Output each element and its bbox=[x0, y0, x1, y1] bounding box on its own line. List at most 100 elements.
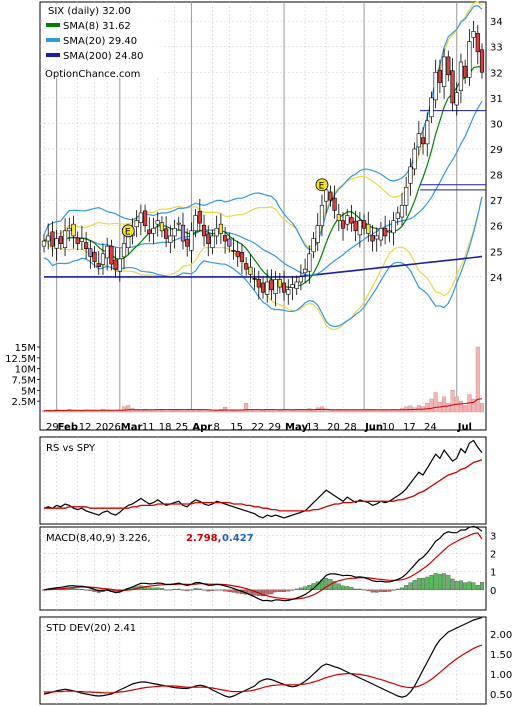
candle-body bbox=[399, 204, 405, 218]
candle-body bbox=[336, 214, 341, 221]
volume-bar bbox=[387, 410, 392, 413]
volume-y-tick: 2.5M bbox=[11, 397, 36, 408]
candle-body bbox=[176, 222, 181, 225]
macd-histogram-bar bbox=[458, 580, 463, 591]
candle-body bbox=[235, 250, 240, 257]
candle-body bbox=[206, 233, 211, 244]
candle-body bbox=[357, 220, 362, 236]
legend-entry: SIX (daily) 32.00 bbox=[48, 6, 131, 17]
macd-histogram-bar bbox=[286, 589, 291, 592]
x-tick-label: Jul bbox=[457, 422, 472, 433]
earnings-marker-label: E bbox=[319, 181, 325, 191]
x-tick-label: 11 bbox=[142, 422, 155, 433]
macd-histogram-bar bbox=[387, 589, 392, 592]
macd-histogram-bar bbox=[471, 582, 476, 591]
macd-histogram-bar bbox=[349, 587, 354, 591]
volume-bar bbox=[122, 406, 127, 413]
volume-bar bbox=[374, 410, 379, 413]
price-y-tick: 29 bbox=[490, 145, 503, 156]
x-tick-label: Apr bbox=[192, 422, 212, 433]
macd-histogram-bar bbox=[475, 584, 480, 591]
x-tick-label: 29 bbox=[268, 422, 281, 433]
candle-body bbox=[185, 238, 190, 247]
candle-body bbox=[454, 92, 459, 106]
volume-bar bbox=[353, 410, 358, 413]
rs-line bbox=[43, 439, 483, 519]
candle-body bbox=[138, 212, 143, 223]
candle-body bbox=[50, 231, 55, 247]
macd-histogram-bar bbox=[450, 578, 455, 591]
candle-body bbox=[214, 227, 219, 237]
macd-histogram-bar bbox=[336, 583, 341, 591]
volume-bar bbox=[256, 410, 261, 413]
candle-body bbox=[269, 279, 274, 290]
earnings-marker-label: E bbox=[125, 227, 131, 237]
macd-histogram-bar bbox=[189, 589, 194, 591]
volume-bar bbox=[197, 410, 202, 413]
candle-body bbox=[378, 227, 384, 241]
stddev-y-tick: 2.00 bbox=[490, 630, 512, 641]
x-tick-label: 20 bbox=[327, 422, 340, 433]
volume-bar bbox=[277, 410, 282, 413]
candle-body bbox=[420, 137, 426, 145]
volume-bar bbox=[214, 410, 219, 413]
macd-histogram-bar bbox=[480, 581, 484, 591]
macd-histogram-bar bbox=[400, 587, 404, 591]
macd-histogram-bar bbox=[425, 576, 430, 591]
candle-body bbox=[404, 187, 409, 206]
macd-histogram-bar bbox=[362, 589, 367, 591]
macd-histogram-bar bbox=[202, 589, 206, 591]
macd-histogram-bar bbox=[277, 589, 282, 592]
candle-body bbox=[231, 249, 236, 252]
macd-histogram-bar bbox=[218, 589, 223, 591]
candle-body bbox=[100, 253, 106, 265]
volume-bar bbox=[202, 410, 207, 413]
macd-histogram-bar bbox=[467, 581, 472, 591]
macd-label: 2.798, bbox=[186, 533, 221, 544]
candle-body bbox=[307, 253, 312, 272]
legend-entry: SMA(200) 24.80 bbox=[63, 51, 144, 62]
candle-body bbox=[189, 230, 194, 251]
macd-y-tick: 3 bbox=[490, 531, 496, 542]
candle-body bbox=[353, 220, 358, 232]
candle-body bbox=[109, 245, 114, 265]
candle-body bbox=[433, 71, 438, 101]
macd-histogram-bar bbox=[374, 589, 379, 593]
macd-histogram-bar bbox=[463, 582, 468, 591]
macd-line bbox=[43, 525, 483, 602]
macd-histogram-bar bbox=[197, 588, 202, 591]
x-tick-label: 8 bbox=[213, 422, 219, 433]
volume-bar bbox=[143, 410, 148, 413]
x-tick-label: 12 bbox=[79, 422, 92, 433]
macd-histogram-bar bbox=[378, 589, 383, 592]
x-tick-label: 29 bbox=[46, 422, 59, 433]
candle-body bbox=[319, 204, 325, 227]
macd-histogram-bar bbox=[353, 588, 358, 591]
price-panel: 24 25 26 27 28 29 30 31 32 33 34 E E 2.5M5M7.5M10M12.… bbox=[5, 1, 503, 433]
macd-histogram-bar bbox=[298, 587, 303, 591]
candle-body bbox=[273, 279, 278, 295]
candle-body bbox=[117, 258, 122, 272]
macd-histogram-bar bbox=[294, 588, 299, 591]
candle-body bbox=[374, 235, 379, 240]
volume-bar bbox=[475, 346, 480, 413]
volume-bar bbox=[286, 410, 291, 413]
x-tick-label: May bbox=[285, 422, 308, 433]
volume-bar bbox=[147, 410, 152, 413]
candle-body bbox=[58, 236, 63, 244]
macd-histogram-bar bbox=[185, 589, 190, 592]
volume-bar bbox=[416, 405, 421, 413]
candle-body bbox=[67, 227, 72, 232]
price-y-tick: 25 bbox=[490, 247, 503, 258]
volume-bar bbox=[244, 403, 249, 413]
macd-label: MACD(8,40,9) 3.226, bbox=[46, 533, 151, 544]
macd-histogram-bar bbox=[404, 584, 409, 591]
candle-body bbox=[168, 235, 173, 243]
candle-body bbox=[391, 220, 396, 234]
macd-y-tick: 1 bbox=[490, 568, 496, 579]
rs-average-line bbox=[44, 459, 483, 512]
macd-histogram-bar bbox=[84, 589, 89, 591]
candle-body bbox=[328, 191, 333, 201]
macd-histogram-bar bbox=[341, 585, 345, 591]
macd-histogram-bar bbox=[366, 589, 371, 592]
